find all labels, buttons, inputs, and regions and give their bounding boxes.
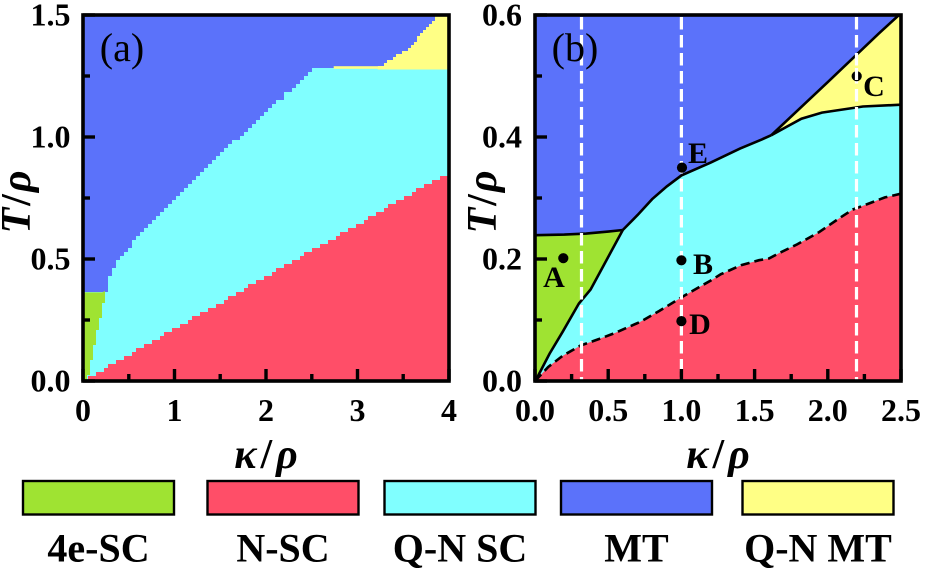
svg-text:Q-N SC: Q-N SC: [393, 526, 527, 571]
svg-text:0.0: 0.0: [31, 363, 71, 399]
svg-text:1.0: 1.0: [31, 119, 71, 155]
svg-text:0.2: 0.2: [482, 241, 522, 277]
svg-text:T/ρ: T/ρ: [0, 171, 40, 234]
svg-text:0.4: 0.4: [482, 119, 522, 155]
svg-text:0.5: 0.5: [588, 392, 628, 428]
svg-text:1.0: 1.0: [661, 392, 701, 428]
svg-text:κ/ρ: κ/ρ: [234, 432, 298, 478]
svg-text:T/ρ: T/ρ: [460, 171, 506, 234]
svg-text:C: C: [863, 70, 885, 103]
svg-text:1.5: 1.5: [735, 392, 775, 428]
svg-text:0.6: 0.6: [482, 0, 522, 33]
svg-text:κ/ρ: κ/ρ: [686, 432, 750, 478]
svg-text:1: 1: [167, 392, 183, 428]
svg-text:D: D: [689, 308, 711, 341]
svg-text:Q-N MT: Q-N MT: [744, 526, 892, 571]
svg-text:MT: MT: [604, 526, 669, 571]
svg-text:(a): (a): [100, 25, 144, 70]
svg-text:2.5: 2.5: [881, 392, 921, 428]
svg-text:0.0: 0.0: [515, 392, 555, 428]
svg-text:0: 0: [75, 392, 91, 428]
svg-text:4: 4: [441, 392, 457, 428]
svg-text:B: B: [693, 248, 713, 281]
svg-text:A: A: [543, 261, 565, 294]
svg-text:2: 2: [258, 392, 274, 428]
svg-text:E: E: [688, 137, 708, 170]
svg-text:0.5: 0.5: [31, 241, 71, 277]
svg-text:3: 3: [350, 392, 366, 428]
svg-text:4e-SC: 4e-SC: [47, 526, 149, 571]
svg-text:1.5: 1.5: [31, 0, 71, 33]
svg-text:N-SC: N-SC: [236, 526, 329, 571]
svg-text:2.0: 2.0: [808, 392, 848, 428]
svg-text:0.0: 0.0: [482, 363, 522, 399]
svg-text:(b): (b): [552, 25, 599, 70]
